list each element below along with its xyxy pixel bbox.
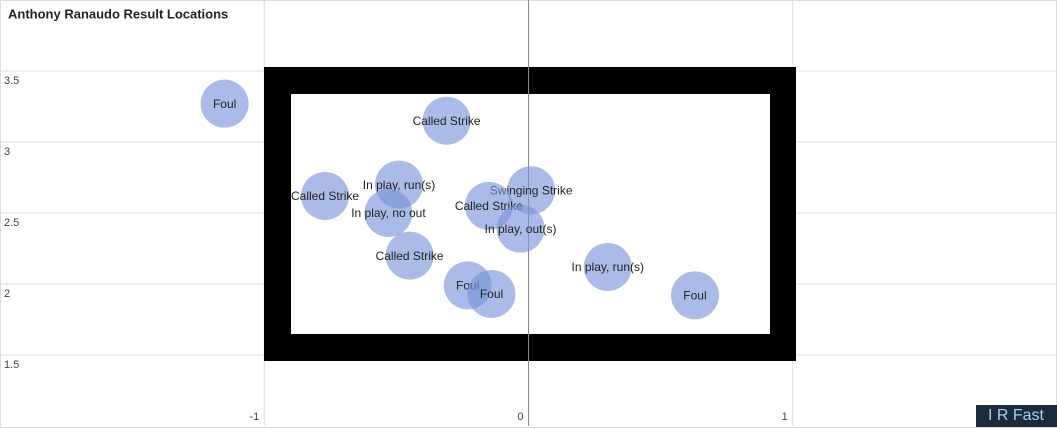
point — [364, 189, 413, 237]
y-tick-label: 3 — [4, 146, 10, 158]
point-label: Called Strike — [376, 249, 444, 263]
chart-title: Anthony Ranaudo Result Locations — [8, 6, 228, 21]
y-tick-label: 2 — [4, 288, 10, 300]
point-label: Called Strike — [291, 189, 359, 203]
point — [200, 79, 249, 128]
point-label: Foul — [480, 287, 503, 301]
x-tick-label: 1 — [782, 411, 788, 423]
point — [422, 96, 471, 145]
point-label: In play, no out — [351, 206, 426, 220]
point-label: Foul — [213, 97, 236, 111]
point — [467, 269, 516, 318]
point — [496, 204, 545, 253]
point — [301, 171, 350, 220]
point — [507, 166, 556, 215]
watermark-bg — [976, 405, 1057, 427]
x-tick-label: -1 — [249, 411, 259, 423]
y-tick-label: 2.5 — [4, 217, 19, 229]
x-tick-label: 0 — [517, 411, 523, 423]
point-label: In play, out(s) — [485, 222, 557, 236]
point-label: Called Strike — [413, 114, 481, 128]
point — [385, 231, 434, 280]
y-tick-label: 1.5 — [4, 359, 19, 371]
points: Foul Called Strike Called Strike In play, r… — [200, 79, 719, 320]
point — [583, 242, 632, 291]
point-label: Swinging Strike — [490, 183, 573, 197]
point-label: In play, run(s) — [363, 178, 435, 192]
point — [670, 271, 719, 320]
point-label: Foul — [683, 289, 706, 303]
point-label: In play, run(s) — [572, 260, 644, 274]
y-tick-label: 3.5 — [4, 75, 19, 87]
watermark: I R Fast — [988, 407, 1045, 424]
